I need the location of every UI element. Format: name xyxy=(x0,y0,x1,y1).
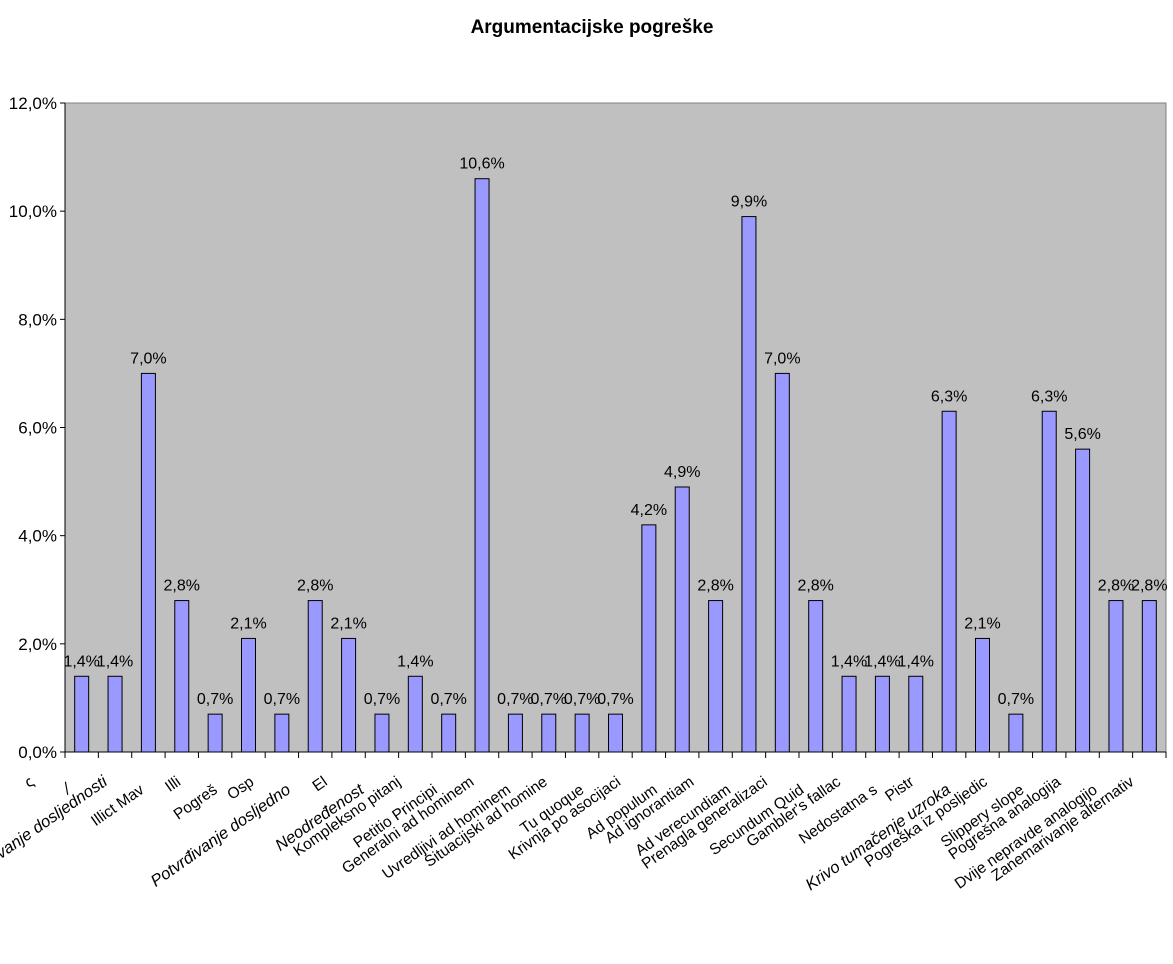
y-tick-label: 12,0% xyxy=(9,94,57,113)
data-label: 1,4% xyxy=(63,653,99,670)
y-tick-label: 10,0% xyxy=(9,202,57,221)
data-label: 2,8% xyxy=(697,578,733,595)
bar xyxy=(809,601,823,752)
x-tick-label: Pistr xyxy=(882,773,917,805)
data-label: 2,1% xyxy=(230,615,266,632)
data-label: 0,7% xyxy=(364,691,400,708)
data-label: 1,4% xyxy=(397,653,433,670)
y-tick-label: 4,0% xyxy=(18,527,57,546)
bar xyxy=(742,217,756,752)
bar xyxy=(575,714,589,752)
x-axis xyxy=(65,752,1166,758)
bar xyxy=(875,676,889,752)
data-label: 0,7% xyxy=(497,691,533,708)
bar xyxy=(342,638,356,752)
bar xyxy=(141,373,155,752)
data-label: 4,2% xyxy=(631,502,667,519)
data-label: 0,7% xyxy=(264,691,300,708)
data-label: 1,4% xyxy=(864,653,900,670)
bar xyxy=(475,179,489,752)
data-label: 2,1% xyxy=(330,615,366,632)
data-label: 0,7% xyxy=(597,691,633,708)
data-label: 6,3% xyxy=(1031,388,1067,405)
bar xyxy=(242,638,256,752)
bar xyxy=(775,373,789,752)
bar xyxy=(108,676,122,752)
bar xyxy=(408,676,422,752)
bar xyxy=(675,487,689,752)
x-tick-label: Potvrđivanje dosljedno xyxy=(148,781,294,891)
chart-title: Argumentacijske pogreške xyxy=(471,17,714,38)
bar xyxy=(842,676,856,752)
bar xyxy=(75,676,89,752)
data-label: 2,8% xyxy=(164,578,200,595)
data-label: 7,0% xyxy=(130,350,166,367)
bar xyxy=(508,714,522,752)
data-label: 9,9% xyxy=(731,194,767,211)
data-label: 5,6% xyxy=(1064,426,1100,443)
data-label: 4,9% xyxy=(664,464,700,481)
bar xyxy=(942,411,956,752)
data-label: 10,6% xyxy=(459,156,504,173)
x-tick-label: Osp xyxy=(224,773,257,803)
data-label: 2,1% xyxy=(964,615,1000,632)
bar xyxy=(175,601,189,752)
data-label: 0,7% xyxy=(564,691,600,708)
data-label: 1,4% xyxy=(831,653,867,670)
x-tick-label: Uskraćivanje dosljednosti xyxy=(0,772,112,894)
data-label: 2,8% xyxy=(297,578,333,595)
x-tick-label: ς xyxy=(21,773,37,791)
data-label: 2,8% xyxy=(1131,578,1167,595)
bar xyxy=(1009,714,1023,752)
bar xyxy=(642,525,656,752)
bar xyxy=(208,714,222,752)
y-axis: 0,0% 2,0% 4,0% 6,0% 8,0% 10,0% 12,0% xyxy=(9,94,65,762)
data-label: 0,7% xyxy=(998,691,1034,708)
bar xyxy=(542,714,556,752)
bar xyxy=(375,714,389,752)
data-label: 2,8% xyxy=(1098,578,1134,595)
x-tick-label: Illi xyxy=(162,773,184,795)
bar xyxy=(1076,449,1090,752)
data-label: 6,3% xyxy=(931,388,967,405)
bar xyxy=(275,714,289,752)
bar xyxy=(1142,601,1156,752)
bar xyxy=(709,601,723,752)
bar xyxy=(909,676,923,752)
data-label: 0,7% xyxy=(197,691,233,708)
data-label: 1,4% xyxy=(898,653,934,670)
plot-area xyxy=(65,103,1166,752)
bar xyxy=(609,714,623,752)
y-tick-label: 0,0% xyxy=(18,743,57,762)
data-label: 0,7% xyxy=(430,691,466,708)
bar xyxy=(1042,411,1056,752)
data-label: 1,4% xyxy=(97,653,133,670)
x-tick-label: El xyxy=(310,773,331,795)
bar xyxy=(442,714,456,752)
y-tick-label: 6,0% xyxy=(18,419,57,438)
bar xyxy=(976,638,990,752)
data-label: 0,7% xyxy=(531,691,567,708)
data-label: 7,0% xyxy=(764,350,800,367)
data-label: 2,8% xyxy=(797,578,833,595)
y-tick-label: 8,0% xyxy=(18,310,57,329)
bar xyxy=(1109,601,1123,752)
bar xyxy=(308,601,322,752)
y-tick-label: 2,0% xyxy=(18,635,57,654)
